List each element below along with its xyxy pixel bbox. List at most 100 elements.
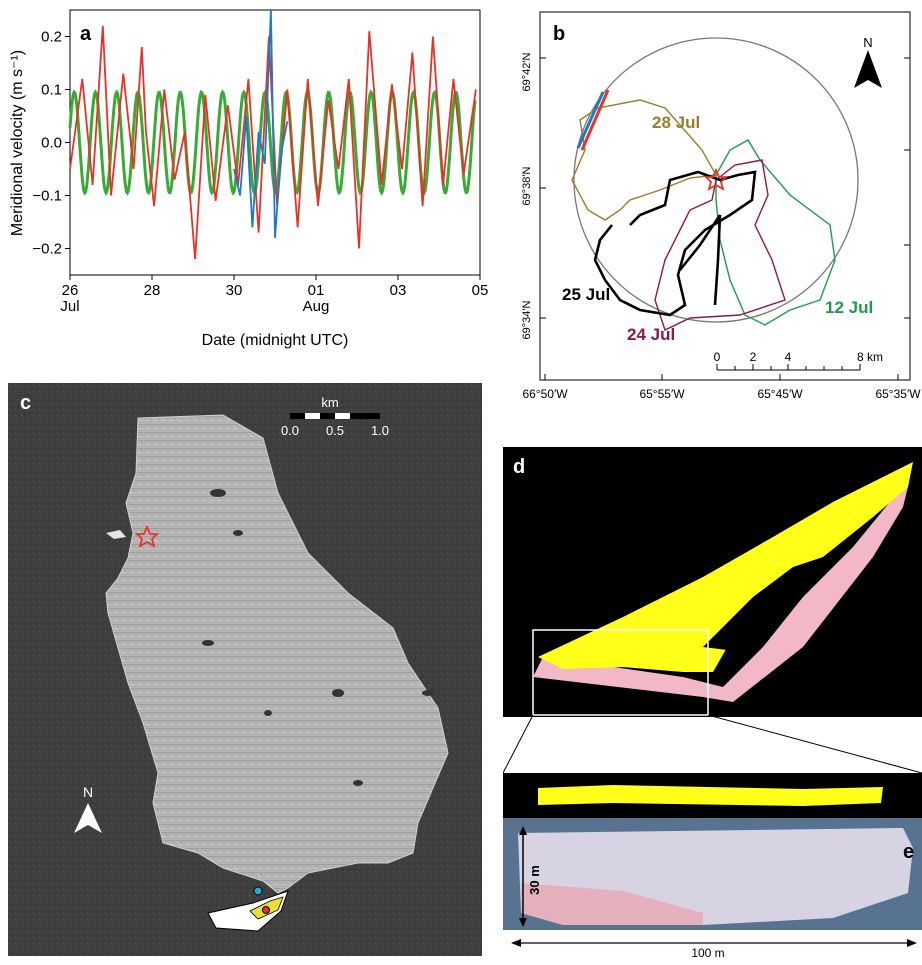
range-circle	[573, 37, 859, 323]
panel-b: N b 28 Jul 25 Jul 24 Jul 12 Jul 69°42′N …	[490, 0, 922, 410]
pit	[264, 710, 272, 716]
x-tick-label: 05	[472, 282, 489, 299]
panel-label-e: e	[903, 841, 914, 863]
scale-seg	[335, 413, 350, 419]
pit	[233, 530, 243, 536]
scale-bar	[716, 364, 861, 371]
scale-label: 4	[785, 350, 792, 364]
small-floe	[106, 530, 126, 539]
y-tick-label: 0.1	[41, 82, 62, 99]
track-24-jul	[654, 159, 786, 331]
connector-line	[707, 715, 922, 774]
scale-title: km	[321, 395, 338, 410]
iceberg	[105, 414, 449, 894]
x-month-label: Aug	[303, 298, 330, 315]
scale-label: 0	[714, 350, 721, 364]
lon-label: 65°35′W	[875, 387, 921, 401]
height-label: 30 m	[527, 865, 542, 895]
x-tick-label: 03	[390, 282, 407, 299]
north-label: N	[83, 784, 93, 800]
scale-label: 0.0	[281, 423, 299, 438]
side-face-lower	[521, 883, 703, 925]
panel-a: −0.2 −0.1 0.0 0.1 0.2 26 28 30 01 03 05 Jul Aug a M…	[0, 0, 490, 360]
y-tick-label: 0.2	[41, 29, 62, 46]
label-12-jul: 12 Jul	[825, 298, 873, 317]
scale-seg	[290, 413, 305, 419]
scale-seg	[320, 413, 335, 419]
velocity-chart: −0.2 −0.1 0.0 0.1 0.2 26 28 30 01 03 05 Jul Aug a M…	[9, 9, 488, 349]
panel-label-a: a	[80, 23, 92, 45]
north-arrow-icon	[854, 50, 882, 88]
series-line-obs_blue	[233, 9, 289, 238]
connector-line	[503, 715, 534, 774]
lon-ticks	[544, 374, 899, 380]
lat-label: 69°38′N	[521, 167, 533, 206]
zoom-connector	[503, 715, 922, 774]
scale-seg	[350, 413, 380, 419]
arrow-head	[519, 918, 527, 927]
scale-label: 8 km	[857, 350, 883, 364]
lon-label: 66°50′W	[522, 387, 568, 401]
series-line-model	[68, 89, 477, 196]
arrow-head	[519, 826, 527, 835]
y-tick-label: −0.1	[32, 188, 62, 205]
label-24-jul: 24 Jul	[627, 325, 675, 344]
x-tick-label: 01	[308, 282, 325, 299]
satellite-image: km 0.0 0.5 1.0 N c	[8, 383, 482, 956]
arrow-head	[907, 939, 917, 947]
pit	[422, 690, 434, 696]
scale-label: 0.5	[326, 423, 344, 438]
lat-label: 69°42′N	[521, 53, 533, 92]
x-month-label: Jul	[60, 298, 79, 315]
yellow-strip	[538, 785, 883, 806]
pit	[202, 640, 214, 646]
star-icon	[134, 524, 160, 548]
scale-bar-c	[290, 413, 380, 419]
lidar-yellow-top	[538, 462, 913, 672]
scale-label: 1.0	[371, 423, 389, 438]
x-axis-title: Date (midnight UTC)	[202, 332, 349, 349]
obs-segment-red	[580, 89, 610, 151]
red-marker	[262, 906, 270, 914]
length-label: 100 m	[691, 946, 724, 960]
iceberg-pits	[202, 489, 434, 786]
series-group	[68, 9, 477, 260]
x-ticks: 26 28 30 01 03 05 Jul Aug	[60, 275, 488, 315]
obs-segment-blue	[576, 91, 605, 149]
lidar-3d: d	[503, 447, 922, 717]
pit	[332, 689, 344, 697]
lidar-pink-face	[533, 487, 908, 702]
series-line-obs_red	[69, 25, 477, 260]
lidar-zoom: 30 m 100 m e	[503, 773, 922, 960]
arrow-head	[511, 939, 521, 947]
north-arrow-icon	[74, 803, 102, 833]
lon-label: 65°45′W	[757, 387, 803, 401]
label-28-jul: 28 Jul	[652, 113, 700, 132]
drift-map: N b 28 Jul 25 Jul 24 Jul 12 Jul 69°42′N …	[521, 11, 921, 401]
zoom-box	[532, 629, 709, 716]
panel-e: 30 m 100 m e	[503, 773, 922, 960]
y-tick-label: 0.0	[41, 135, 62, 152]
blue-marker	[253, 886, 263, 896]
panel-label-d: d	[513, 456, 525, 478]
track-25-jul	[593, 170, 757, 317]
panel-d: d	[503, 447, 922, 717]
lidar-dark-patch	[703, 557, 823, 652]
panel-c: km 0.0 0.5 1.0 N c	[8, 383, 482, 956]
north-label: N	[863, 35, 872, 50]
label-25-jul: 25 Jul	[562, 285, 610, 304]
lat-label: 69°34′N	[521, 301, 533, 340]
lat-ticks	[540, 57, 910, 319]
x-tick-label: 30	[226, 282, 243, 299]
lon-label: 65°55′W	[639, 387, 685, 401]
y-axis-title: Meridional velocity (m s⁻¹)	[9, 50, 26, 236]
track-28-jul	[571, 99, 718, 221]
ship-icon	[207, 890, 289, 932]
panel-label-b: b	[553, 23, 565, 45]
x-tick-label: 26	[62, 282, 79, 299]
y-tick-label: −0.2	[32, 241, 62, 258]
scale-seg	[305, 413, 320, 419]
x-tick-label: 28	[144, 282, 161, 299]
panel-label-c: c	[20, 392, 31, 414]
pit	[353, 780, 363, 786]
